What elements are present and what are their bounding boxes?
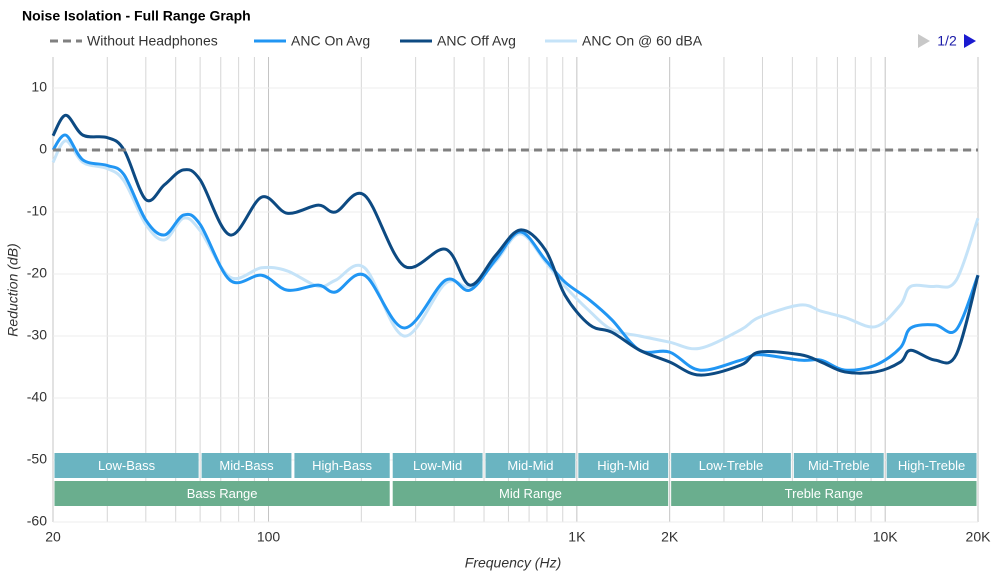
band: [54, 453, 199, 478]
range-band: [54, 481, 390, 506]
y-tick-label: -30: [27, 327, 47, 343]
band-label: Treble Range: [785, 486, 863, 501]
x-tick-label: 1K: [568, 529, 586, 545]
y-tick-label: -20: [27, 265, 47, 281]
range-band: [392, 481, 669, 506]
legend-item: ANC On @ 60 dBA: [545, 33, 703, 49]
band: [201, 453, 292, 478]
band: [671, 453, 791, 478]
pager-next[interactable]: [964, 34, 976, 48]
band-label: Low-Bass: [98, 458, 156, 473]
legend-label: ANC On Avg: [291, 33, 370, 49]
x-axis-label: Frequency (Hz): [465, 555, 561, 571]
band-label: Low-Treble: [699, 458, 764, 473]
band-label: Mid-Bass: [219, 458, 274, 473]
series-line: [51, 113, 980, 377]
range-band: [671, 481, 977, 506]
legend-item: ANC On Avg: [254, 33, 370, 49]
legend-pager: 1/2: [918, 33, 976, 49]
pager-prev[interactable]: [918, 34, 930, 48]
y-tick-label: 0: [39, 141, 47, 157]
chart-title: Noise Isolation - Full Range Graph: [22, 8, 251, 24]
band: [392, 453, 483, 478]
x-tick-label: 100: [257, 529, 281, 545]
band: [294, 453, 390, 478]
legend-label: Without Headphones: [87, 33, 218, 49]
series-line: [51, 133, 980, 372]
x-tick-label: 2K: [661, 529, 679, 545]
band: [485, 453, 576, 478]
y-tick-label: -40: [27, 389, 47, 405]
x-tick-label: 20: [45, 529, 61, 545]
legend-item: ANC Off Avg: [400, 33, 516, 49]
pager-label: 1/2: [937, 33, 957, 49]
y-tick-label: -10: [27, 203, 47, 219]
legend-label: ANC On @ 60 dBA: [582, 33, 703, 49]
band-label: Mid-Treble: [808, 458, 870, 473]
y-tick-label: 10: [31, 79, 47, 95]
band-label: High-Treble: [898, 458, 965, 473]
band-label: High-Bass: [312, 458, 372, 473]
y-tick-label: -60: [27, 513, 47, 529]
x-tick-label: 20K: [966, 529, 992, 545]
legend-label: ANC Off Avg: [437, 33, 516, 49]
x-tick-label: 10K: [873, 529, 899, 545]
y-tick-label: -50: [27, 451, 47, 467]
band: [578, 453, 669, 478]
band-label: High-Mid: [597, 458, 649, 473]
band-label: Mid-Mid: [507, 458, 553, 473]
band: [886, 453, 977, 478]
band-label: Bass Range: [187, 486, 258, 501]
legend-item: Without Headphones: [50, 33, 218, 49]
y-axis-label: Reduction (dB): [5, 243, 21, 336]
band: [793, 453, 884, 478]
band-label: Low-Mid: [413, 458, 462, 473]
band-label: Mid Range: [499, 486, 562, 501]
